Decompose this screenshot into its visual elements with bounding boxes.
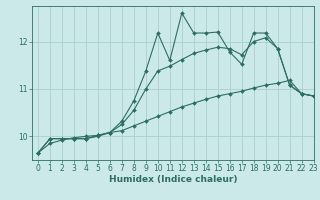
X-axis label: Humidex (Indice chaleur): Humidex (Indice chaleur) <box>108 175 237 184</box>
